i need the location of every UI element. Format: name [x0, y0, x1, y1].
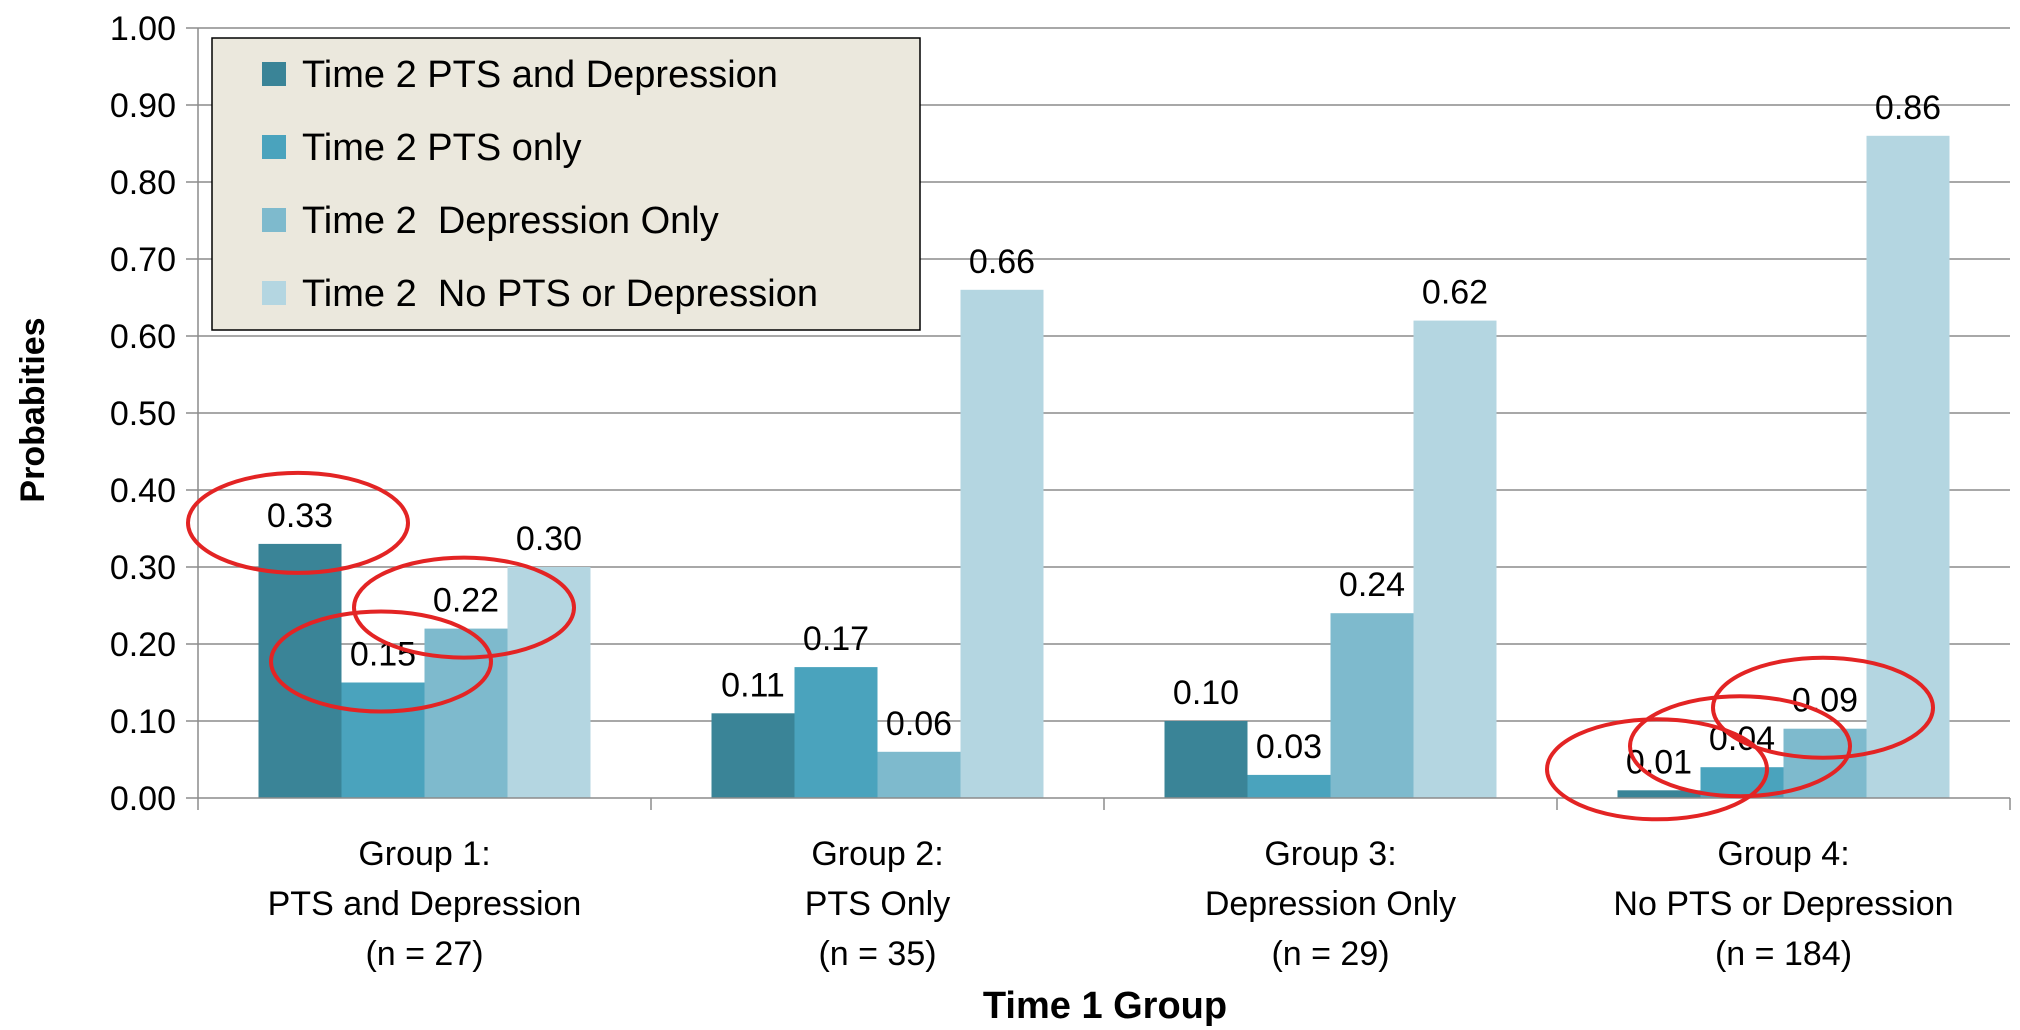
x-category-label: PTS Only [805, 885, 950, 923]
x-axis-label: Time 1 Group [983, 985, 1227, 1027]
legend-swatch [262, 62, 286, 86]
x-category-label: (n = 35) [818, 935, 936, 973]
data-label: 0.17 [803, 620, 869, 658]
legend-label: Time 2 PTS and Depression [302, 54, 778, 96]
x-category-label: (n = 184) [1715, 935, 1852, 973]
data-label: 0.22 [433, 582, 499, 620]
legend-box [211, 37, 921, 331]
data-label: 0.24 [1339, 566, 1405, 604]
y-axis-ticks: 0.00 0.10 0.20 0.30 0.40 0.50 0.60 0.70 0.80 0.90… [110, 10, 198, 818]
legend-label: Time 2 No PTS or Depression [302, 273, 818, 315]
highlight-circle [1545, 717, 1769, 822]
axes [197, 28, 2011, 810]
data-label: 0.03 [1256, 728, 1322, 766]
data-label: 0.11 [721, 666, 785, 704]
legend-label: Time 2 PTS only [302, 127, 581, 169]
y-tick-label: 0.10 [110, 703, 176, 741]
y-tick-label: 0.40 [110, 472, 176, 510]
highlight-circle [352, 555, 576, 660]
highlight-circle [269, 609, 493, 714]
data-label: 0.33 [267, 497, 333, 535]
y-axis-label: Probabities [14, 317, 52, 502]
data-label: 0.62 [1422, 274, 1488, 312]
legend-swatch [262, 281, 286, 305]
x-axis-categories: Group 1: PTS and Depression (n = 27) Group … [268, 835, 1954, 973]
data-label: 0.30 [516, 520, 582, 558]
y-tick-label: 0.90 [110, 87, 176, 125]
y-tick-label: 1.00 [110, 10, 176, 48]
y-tick-label: 0.70 [110, 241, 176, 279]
bar [1330, 613, 1414, 798]
bar [1783, 728, 1867, 798]
bar [1164, 721, 1248, 798]
highlight-circle [1628, 694, 1852, 799]
x-category-label: Group 1: [358, 835, 490, 873]
x-category-label: (n = 29) [1271, 935, 1389, 973]
y-tick-label: 0.60 [110, 318, 176, 356]
data-label: 0.86 [1875, 89, 1941, 127]
data-labels: 0.330.150.220.300.110.170.060.660.100.03… [267, 89, 1941, 781]
highlight-circles [186, 470, 1935, 822]
legend: Time 2 PTS and Depression Time 2 PTS only… [211, 37, 921, 331]
bar [341, 682, 425, 798]
bar [1247, 774, 1331, 798]
data-label: 0.66 [969, 243, 1035, 281]
y-tick-label: 0.00 [110, 780, 176, 818]
bar [1617, 790, 1701, 798]
y-tick-label: 0.80 [110, 164, 176, 202]
highlight-circle [1711, 655, 1935, 760]
bars [258, 135, 1950, 799]
bar [711, 713, 795, 798]
x-category-label: PTS and Depression [268, 885, 582, 923]
legend-label: Time 2 Depression Only [302, 200, 719, 242]
x-category-label: Depression Only [1205, 885, 1456, 923]
bar [794, 667, 878, 798]
y-tick-label: 0.50 [110, 395, 176, 433]
highlight-circle [186, 470, 410, 575]
x-category-label: Group 4: [1717, 835, 1849, 873]
x-category-label: Group 3: [1264, 835, 1396, 873]
x-category-label: (n = 27) [365, 935, 483, 973]
bar [1413, 320, 1497, 798]
bar [960, 289, 1044, 798]
y-tick-label: 0.20 [110, 626, 176, 664]
legend-swatch [262, 208, 286, 232]
bar [877, 751, 961, 798]
x-category-label: Group 2: [811, 835, 943, 873]
data-label: 0.06 [886, 705, 952, 743]
bar [1866, 135, 1950, 799]
legend-swatch [262, 135, 286, 159]
bar [507, 567, 591, 798]
x-category-label: No PTS or Depression [1613, 885, 1953, 923]
data-label: 0.10 [1173, 674, 1239, 712]
y-tick-label: 0.30 [110, 549, 176, 587]
